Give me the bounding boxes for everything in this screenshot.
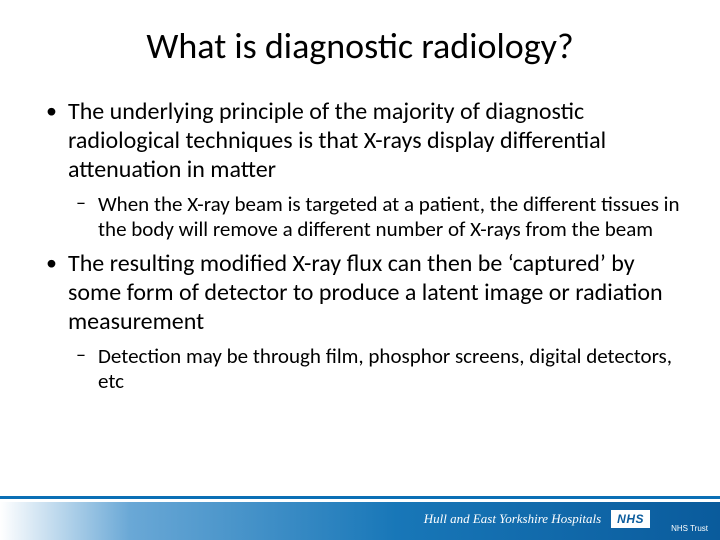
footer-branding: Hull and East Yorkshire Hospitals NHS (424, 510, 650, 528)
bullet-text: When the X-ray beam is targeted at a pat… (98, 191, 680, 242)
bullet-text: The resulting modified X-ray flux can th… (68, 249, 663, 336)
bullet-list: The underlying principle of the majority… (40, 98, 680, 394)
sub-bullet-list: Detection may be through film, phosphor … (68, 344, 680, 394)
nhs-logo: NHS (611, 510, 650, 528)
slide-content: The underlying principle of the majority… (0, 88, 720, 394)
sub-bullet-list: When the X-ray beam is targeted at a pat… (68, 192, 680, 242)
footer: Hull and East Yorkshire Hospitals NHS NH… (0, 496, 720, 540)
bullet-level1: The underlying principle of the majority… (40, 98, 680, 242)
bullet-level2: When the X-ray beam is targeted at a pat… (68, 192, 680, 242)
bullet-level2: Detection may be through film, phosphor … (68, 344, 680, 394)
bullet-text: The underlying principle of the majority… (68, 97, 606, 184)
bullet-level1: The resulting modified X-ray flux can th… (40, 250, 680, 394)
nhs-trust-label: NHS Trust (671, 524, 708, 533)
footer-org-name: Hull and East Yorkshire Hospitals (424, 511, 601, 527)
footer-divider (0, 496, 720, 499)
slide: What is diagnostic radiology? The underl… (0, 0, 720, 540)
slide-title: What is diagnostic radiology? (0, 0, 720, 88)
bullet-text: Detection may be through film, phosphor … (98, 343, 672, 394)
